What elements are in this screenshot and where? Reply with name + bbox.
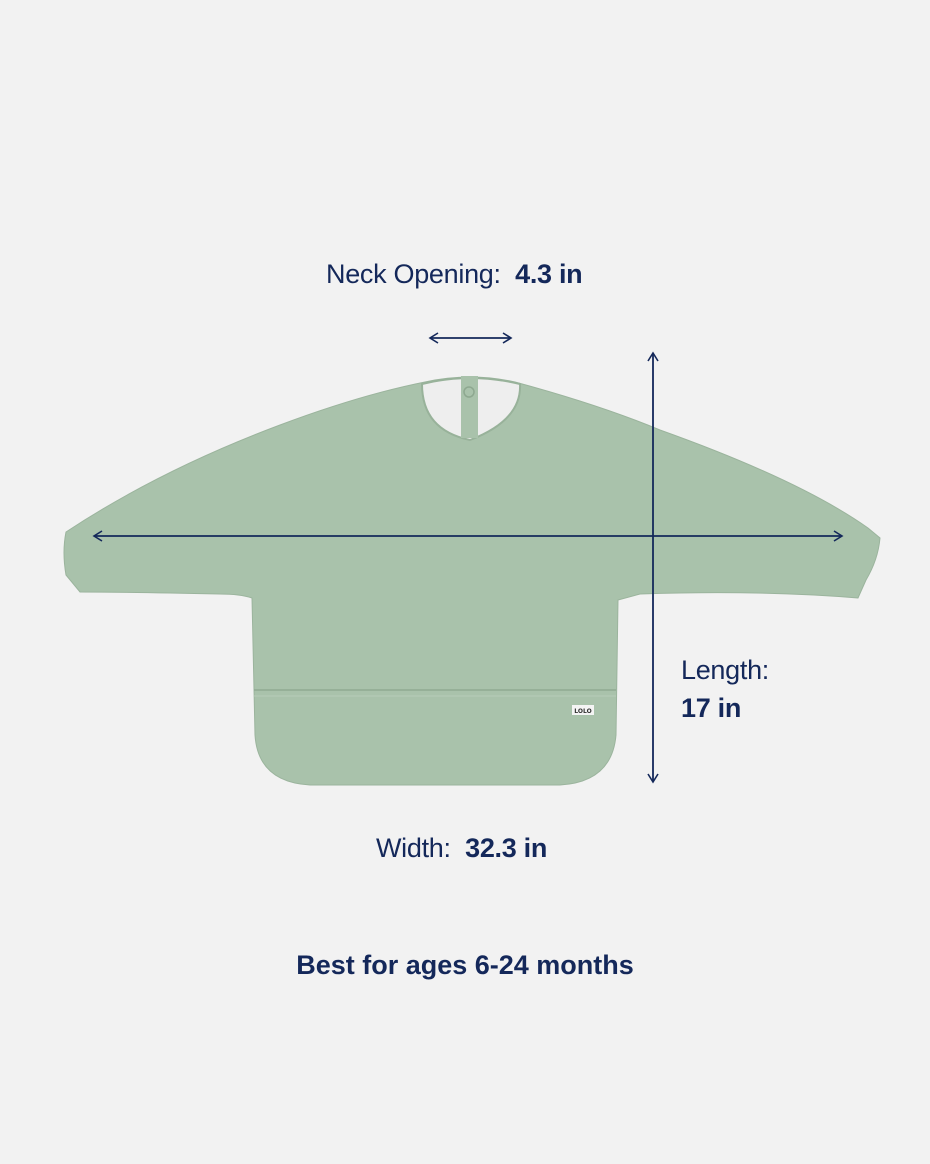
bib-image: LOLO [63,376,881,786]
neck-label: Neck Opening: 4.3 in [326,259,583,290]
width-label: Width: 32.3 in [376,833,547,864]
neck-strap [461,376,478,438]
width-label-value: 32.3 in [465,833,548,863]
width-label-name: Width: [376,833,451,863]
length-label-value: 17 in [681,693,742,723]
brand-tag [572,705,594,715]
bib-body [63,376,881,786]
neck-label-value: 4.3 in [515,259,583,289]
length-label-name: Length: [681,655,769,685]
age-range-text: Best for ages 6-24 months [296,950,634,980]
snap-button [463,386,475,398]
neck-label-name: Neck Opening: [326,259,501,289]
svg-text:LOLO: LOLO [574,708,591,715]
